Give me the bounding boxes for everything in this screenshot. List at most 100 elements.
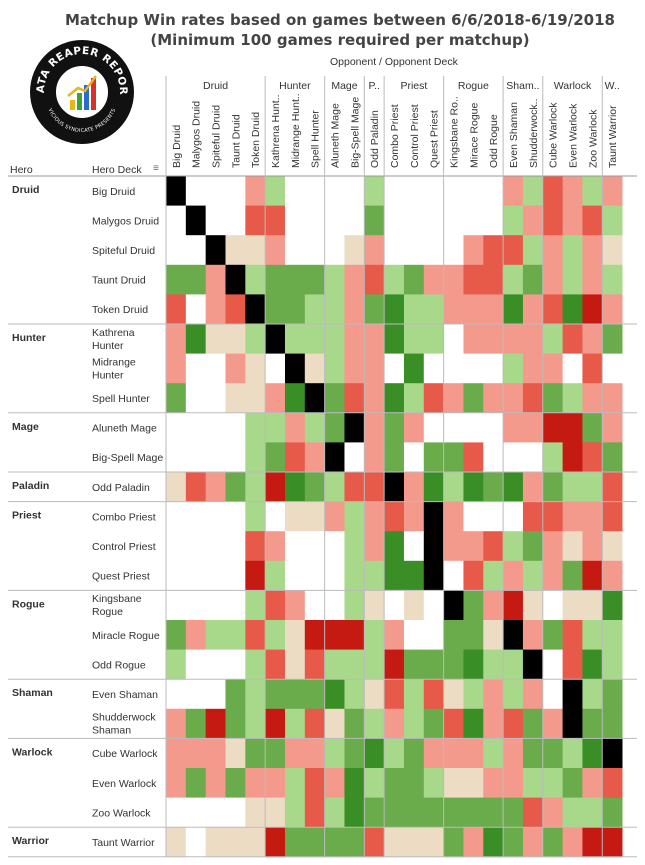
matchup-cell[interactable]	[245, 294, 266, 325]
matchup-cell[interactable]	[542, 264, 563, 295]
matchup-cell[interactable]	[205, 827, 226, 858]
matchup-cell[interactable]	[344, 294, 365, 325]
matchup-cell[interactable]	[542, 738, 563, 769]
matchup-cell[interactable]	[225, 679, 246, 710]
matchup-cell[interactable]	[483, 294, 504, 325]
matchup-cell[interactable]	[423, 738, 445, 769]
matchup-cell[interactable]	[344, 412, 365, 443]
matchup-cell[interactable]	[344, 353, 365, 384]
matchup-cell[interactable]	[503, 531, 524, 562]
matchup-cell[interactable]	[364, 472, 385, 502]
matchup-cell[interactable]	[443, 679, 464, 710]
matchup-cell[interactable]	[562, 827, 583, 858]
matchup-cell[interactable]	[423, 442, 445, 473]
matchup-cell[interactable]	[364, 501, 385, 532]
matchup-cell[interactable]	[562, 324, 583, 354]
matchup-cell[interactable]	[403, 679, 425, 710]
matchup-cell[interactable]	[324, 383, 345, 414]
matchup-cell[interactable]	[423, 531, 445, 562]
matchup-cell[interactable]	[602, 353, 623, 384]
matchup-cell[interactable]	[185, 560, 207, 591]
matchup-cell[interactable]	[483, 383, 504, 414]
matchup-cell[interactable]	[265, 560, 286, 591]
matchup-cell[interactable]	[384, 264, 405, 295]
matchup-cell[interactable]	[403, 501, 425, 532]
matchup-cell[interactable]	[205, 708, 226, 739]
matchup-cell[interactable]	[602, 442, 623, 473]
matchup-cell[interactable]	[483, 827, 504, 858]
matchup-cell[interactable]	[324, 620, 345, 650]
matchup-cell[interactable]	[344, 560, 365, 591]
matchup-cell[interactable]	[344, 472, 365, 502]
matchup-cell[interactable]	[304, 442, 326, 473]
matchup-cell[interactable]	[265, 324, 286, 354]
matchup-cell[interactable]	[304, 472, 326, 502]
matchup-cell[interactable]	[483, 442, 504, 473]
matchup-cell[interactable]	[166, 176, 187, 206]
matchup-cell[interactable]	[384, 590, 405, 621]
matchup-cell[interactable]	[324, 353, 345, 384]
matchup-cell[interactable]	[562, 383, 583, 414]
matchup-cell[interactable]	[384, 235, 405, 266]
matchup-cell[interactable]	[324, 738, 345, 769]
matchup-cell[interactable]	[483, 531, 504, 562]
matchup-cell[interactable]	[562, 294, 583, 325]
matchup-cell[interactable]	[403, 649, 425, 680]
matchup-cell[interactable]	[582, 620, 603, 650]
matchup-cell[interactable]	[344, 205, 365, 236]
matchup-cell[interactable]	[582, 560, 603, 591]
hero-deck-column-header[interactable]: Hero Deck	[92, 164, 142, 176]
matchup-cell[interactable]	[562, 205, 583, 236]
matchup-cell[interactable]	[503, 176, 524, 206]
matchup-cell[interactable]	[582, 324, 603, 354]
matchup-cell[interactable]	[324, 768, 345, 798]
matchup-cell[interactable]	[245, 738, 266, 769]
matchup-cell[interactable]	[384, 442, 405, 473]
matchup-cell[interactable]	[503, 620, 524, 650]
matchup-cell[interactable]	[245, 560, 266, 591]
matchup-cell[interactable]	[522, 649, 544, 680]
matchup-cell[interactable]	[185, 649, 207, 680]
matchup-cell[interactable]	[483, 560, 504, 591]
matchup-cell[interactable]	[166, 442, 187, 473]
matchup-cell[interactable]	[483, 708, 504, 739]
matchup-cell[interactable]	[423, 679, 445, 710]
matchup-cell[interactable]	[503, 264, 524, 295]
matchup-cell[interactable]	[542, 501, 563, 532]
matchup-cell[interactable]	[443, 442, 464, 473]
matchup-cell[interactable]	[562, 264, 583, 295]
matchup-cell[interactable]	[284, 294, 306, 325]
matchup-cell[interactable]	[324, 294, 345, 325]
matchup-cell[interactable]	[602, 797, 623, 828]
matchup-cell[interactable]	[582, 383, 603, 414]
matchup-cell[interactable]	[284, 797, 306, 828]
matchup-cell[interactable]	[344, 176, 365, 206]
matchup-cell[interactable]	[225, 590, 246, 621]
matchup-cell[interactable]	[265, 472, 286, 502]
matchup-cell[interactable]	[384, 472, 405, 502]
matchup-cell[interactable]	[185, 827, 207, 858]
matchup-cell[interactable]	[284, 205, 306, 236]
matchup-cell[interactable]	[166, 235, 187, 266]
matchup-cell[interactable]	[562, 708, 583, 739]
matchup-cell[interactable]	[582, 353, 603, 384]
matchup-cell[interactable]	[205, 205, 226, 236]
matchup-cell[interactable]	[582, 738, 603, 769]
matchup-cell[interactable]	[483, 679, 504, 710]
matchup-cell[interactable]	[225, 472, 246, 502]
matchup-cell[interactable]	[166, 620, 187, 650]
matchup-cell[interactable]	[225, 264, 246, 295]
matchup-cell[interactable]	[384, 412, 405, 443]
matchup-cell[interactable]	[443, 324, 464, 354]
matchup-cell[interactable]	[265, 738, 286, 769]
matchup-cell[interactable]	[403, 797, 425, 828]
matchup-cell[interactable]	[423, 472, 445, 502]
matchup-cell[interactable]	[602, 294, 623, 325]
matchup-cell[interactable]	[265, 768, 286, 798]
matchup-cell[interactable]	[344, 264, 365, 295]
matchup-cell[interactable]	[304, 679, 326, 710]
matchup-cell[interactable]	[522, 324, 544, 354]
matchup-cell[interactable]	[205, 294, 226, 325]
matchup-cell[interactable]	[166, 649, 187, 680]
matchup-cell[interactable]	[166, 501, 187, 532]
